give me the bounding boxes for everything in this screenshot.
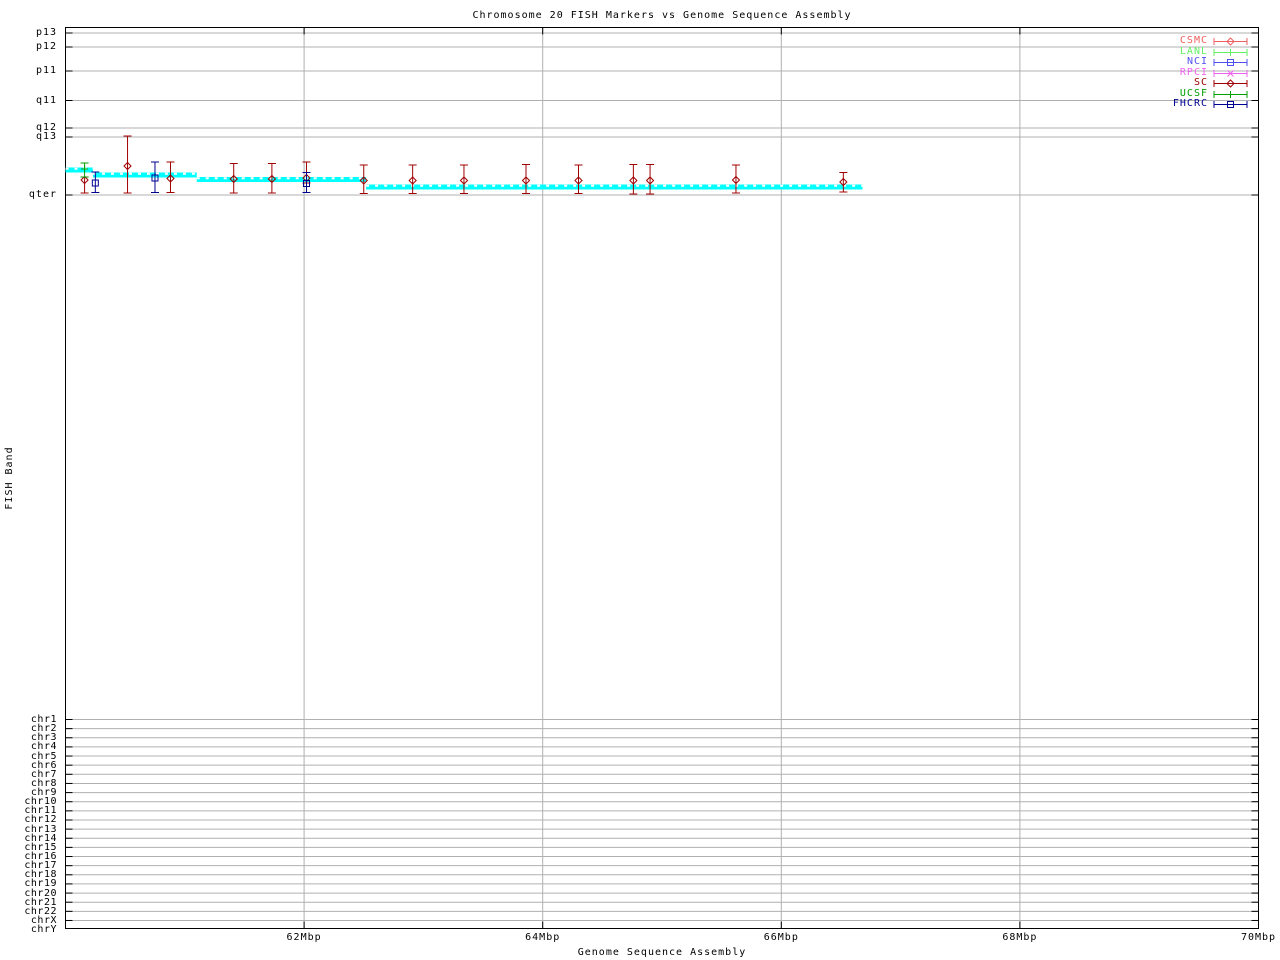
y-band-label: p12 (35, 41, 57, 52)
chromosome-label: chr13 (24, 823, 57, 835)
chromosome-label: chr18 (24, 869, 57, 881)
chromosome-label: chrX (30, 914, 57, 926)
legend-label: NCI (1186, 56, 1208, 67)
chromosome-label: chr14 (24, 832, 57, 844)
y-band-label: p11 (35, 65, 57, 76)
y-band-label: p13 (35, 27, 57, 38)
x-tick-label: 66Mbp (763, 932, 799, 943)
chromosome-label: chr16 (24, 851, 57, 863)
chromosome-label: chr10 (24, 796, 57, 808)
chromosome-label: chr11 (24, 805, 57, 817)
x-tick-label: 62Mbp (286, 932, 322, 943)
legend-sample-csmc-marker (1213, 37, 1248, 46)
legend-sample-lanl-marker (1213, 48, 1248, 56)
y-band-label: q13 (35, 131, 57, 142)
legend-label: FHCRC (1172, 98, 1208, 109)
legend-sample-nci-marker (1213, 59, 1248, 66)
chromosome-label: chr9 (30, 787, 57, 799)
chromosome-label: chr1 (30, 714, 57, 725)
chromosome-label: chr3 (30, 732, 57, 744)
legend-label: CSMC (1179, 35, 1208, 46)
legend-label: SC (1193, 77, 1208, 88)
chromosome-label: chr12 (24, 814, 57, 826)
legend-label: UCSF (1179, 87, 1208, 99)
y-band-label: qter (28, 189, 57, 200)
chromosome-label: chr15 (24, 841, 57, 853)
chromosome-label: chr4 (30, 741, 57, 753)
x-tick-label: 68Mbp (1002, 932, 1038, 943)
chromosome-label: chrY (30, 924, 57, 936)
legend-sample-sc-marker (1213, 79, 1248, 88)
chromosome-label: chr2 (30, 723, 57, 735)
chromosome-label: chr22 (24, 905, 57, 917)
chromosome-label: chr5 (30, 750, 57, 762)
x-axis-label: Genome Sequence Assembly (577, 947, 747, 958)
y-band-label: q12 (35, 122, 57, 133)
chromosome-label: chr20 (24, 887, 57, 899)
chromosome-label: chr21 (24, 896, 57, 908)
x-tick-label: 70Mbp (1240, 932, 1277, 943)
chromosome-label: chr7 (30, 768, 57, 780)
legend-label: LANL (1179, 45, 1208, 57)
legend-sample-rpci-marker (1213, 69, 1248, 77)
chromosome-label: chr6 (30, 759, 57, 771)
y-band-label: q11 (35, 94, 57, 106)
legend-sample-ucsf-marker (1213, 90, 1248, 98)
chromosome-label: chr8 (30, 777, 57, 789)
chromosome-label: chr19 (24, 878, 57, 890)
x-tick-label: 64Mbp (525, 932, 561, 943)
legend-sample-fhcrc-marker (1213, 101, 1248, 108)
chromosome-label: chr17 (24, 860, 57, 872)
legend-label: RPCI (1179, 66, 1208, 78)
chart-title: Chromosome 20 FISH Markers vs Genome Seq… (472, 10, 852, 21)
